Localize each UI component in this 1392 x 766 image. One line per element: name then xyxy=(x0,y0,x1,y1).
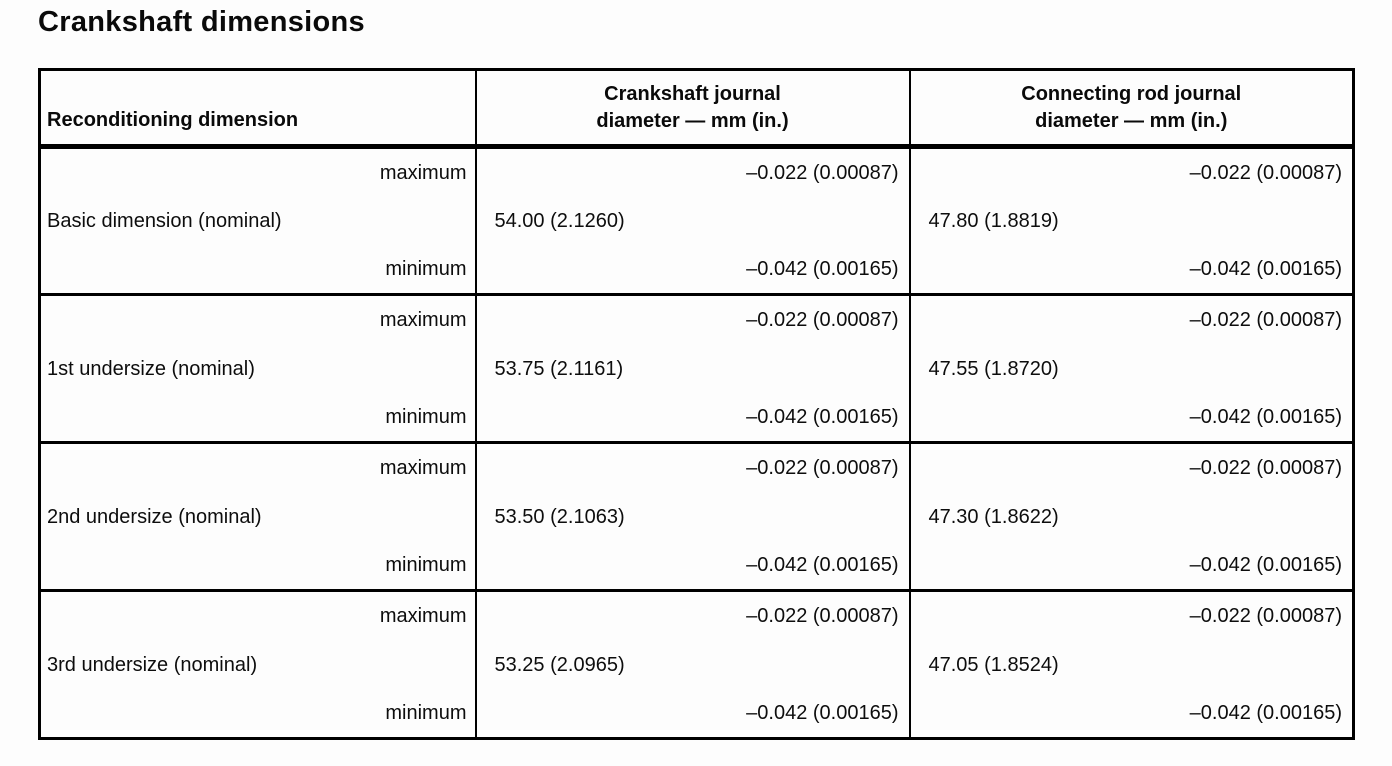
rod-max-value: –0.022 (0.00087) xyxy=(1189,309,1342,331)
max-sublabel: maximum xyxy=(379,309,467,331)
group-label: Basic dimension (nominal) xyxy=(47,210,282,232)
group-label: 3rd undersize (nominal) xyxy=(47,653,258,676)
group-label: 2nd undersize (nominal) xyxy=(47,505,262,528)
cell-crankshaft-journal: –0.022 (0.00087) 53.25 (2.0965) –0.042 (… xyxy=(474,589,911,740)
cell-crankshaft-journal: –0.022 (0.00087) 53.75 (2.1161) –0.042 (… xyxy=(474,293,911,444)
table-header: Reconditioning dimension Crankshaft jour… xyxy=(38,68,1355,149)
rod-nominal-value: 47.80 (1.8819) xyxy=(928,210,1059,232)
table-row-3rd-undersize: maximum 3rd undersize (nominal) minimum … xyxy=(38,589,1355,740)
cell-reconditioning: maximum 3rd undersize (nominal) minimum xyxy=(38,589,477,740)
rod-nominal-value: 47.05 (1.8524) xyxy=(928,653,1059,676)
cell-reconditioning: maximum Basic dimension (nominal) minimu… xyxy=(38,145,477,296)
page-title: Crankshaft dimensions xyxy=(38,6,365,38)
rod-min-value: –0.042 (0.00165) xyxy=(1189,554,1342,576)
max-sublabel: maximum xyxy=(379,605,467,627)
crankshaft-min-value: –0.042 (0.00165) xyxy=(746,554,899,576)
col-header-crankshaft-journal-line2: diameter — mm (in.) xyxy=(596,109,789,132)
cell-reconditioning: maximum 2nd undersize (nominal) minimum xyxy=(38,441,477,592)
min-sublabel: minimum xyxy=(385,406,467,428)
table-row-basic-dimension: maximum Basic dimension (nominal) minimu… xyxy=(38,145,1355,296)
col-header-connecting-rod-journal: Connecting rod journal diameter — mm (in… xyxy=(908,68,1355,149)
max-sublabel: maximum xyxy=(379,162,467,184)
min-sublabel: minimum xyxy=(385,258,467,280)
group-label: 1st undersize (nominal) xyxy=(47,357,255,380)
rod-min-value: –0.042 (0.00165) xyxy=(1189,702,1342,724)
cell-crankshaft-journal: –0.022 (0.00087) 54.00 (2.1260) –0.042 (… xyxy=(474,145,911,296)
header-row: Reconditioning dimension Crankshaft jour… xyxy=(38,68,1355,149)
rod-min-value: –0.042 (0.00165) xyxy=(1189,406,1342,428)
table-row-1st-undersize: maximum 1st undersize (nominal) minimum … xyxy=(38,293,1355,444)
cell-reconditioning: maximum 1st undersize (nominal) minimum xyxy=(38,293,477,444)
cell-connecting-rod-journal: –0.022 (0.00087) 47.05 (1.8524) –0.042 (… xyxy=(908,589,1355,740)
col-header-connecting-rod-journal-line2: diameter — mm (in.) xyxy=(1035,109,1228,132)
col-header-connecting-rod-journal-line1: Connecting rod journal xyxy=(1021,82,1242,105)
crankshaft-min-value: –0.042 (0.00165) xyxy=(746,702,899,724)
crankshaft-nominal-value: 54.00 (2.1260) xyxy=(494,210,625,232)
table-row-2nd-undersize: maximum 2nd undersize (nominal) minimum … xyxy=(38,441,1355,592)
crankshaft-max-value: –0.022 (0.00087) xyxy=(746,309,899,331)
crankshaft-max-value: –0.022 (0.00087) xyxy=(746,162,899,184)
rod-max-value: –0.022 (0.00087) xyxy=(1189,457,1342,479)
rod-nominal-value: 47.30 (1.8622) xyxy=(928,505,1059,528)
crankshaft-min-value: –0.042 (0.00165) xyxy=(746,258,899,280)
crankshaft-nominal-value: 53.75 (2.1161) xyxy=(494,357,624,380)
rod-min-value: –0.042 (0.00165) xyxy=(1189,258,1342,280)
crankshaft-min-value: –0.042 (0.00165) xyxy=(746,406,899,428)
crankshaft-nominal-value: 53.50 (2.1063) xyxy=(494,505,625,528)
cell-connecting-rod-journal: –0.022 (0.00087) 47.80 (1.8819) –0.042 (… xyxy=(908,145,1355,296)
col-header-reconditioning-dimension: Reconditioning dimension xyxy=(38,68,477,149)
crankshaft-nominal-value: 53.25 (2.0965) xyxy=(494,653,625,676)
col-header-crankshaft-journal: Crankshaft journal diameter — mm (in.) xyxy=(474,68,911,149)
cell-connecting-rod-journal: –0.022 (0.00087) 47.55 (1.8720) –0.042 (… xyxy=(908,293,1355,444)
crankshaft-max-value: –0.022 (0.00087) xyxy=(746,605,899,627)
table-body: maximum Basic dimension (nominal) minimu… xyxy=(38,145,1355,740)
cell-crankshaft-journal: –0.022 (0.00087) 53.50 (2.1063) –0.042 (… xyxy=(474,441,911,592)
crankshaft-dimensions-table: Reconditioning dimension Crankshaft jour… xyxy=(38,68,1355,740)
max-sublabel: maximum xyxy=(379,457,467,479)
crankshaft-max-value: –0.022 (0.00087) xyxy=(746,457,899,479)
rod-max-value: –0.022 (0.00087) xyxy=(1189,162,1342,184)
min-sublabel: minimum xyxy=(385,554,467,576)
rod-nominal-value: 47.55 (1.8720) xyxy=(928,357,1059,380)
cell-connecting-rod-journal: –0.022 (0.00087) 47.30 (1.8622) –0.042 (… xyxy=(908,441,1355,592)
rod-max-value: –0.022 (0.00087) xyxy=(1189,605,1342,627)
col-header-crankshaft-journal-line1: Crankshaft journal xyxy=(604,82,781,105)
min-sublabel: minimum xyxy=(385,702,467,724)
